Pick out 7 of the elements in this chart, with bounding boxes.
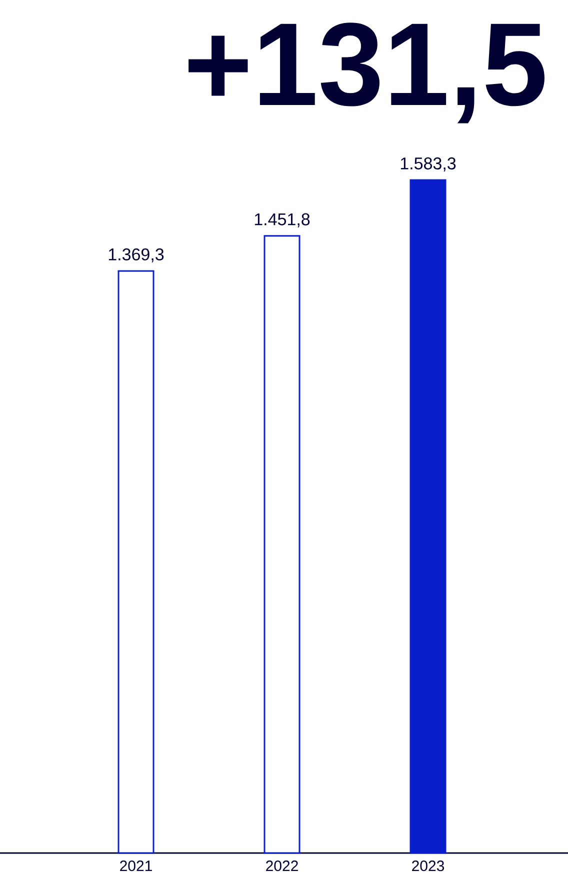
- data-label: 1.583,3: [400, 157, 456, 172]
- x-tick-label: 2023: [412, 860, 444, 872]
- x-tick-label: 2021: [120, 860, 152, 872]
- chart-title: +131,5: [188, 22, 544, 124]
- x-tick-label: 2022: [266, 860, 298, 872]
- data-label: 1.369,3: [108, 248, 164, 262]
- data-label: 1.451,8: [254, 213, 310, 228]
